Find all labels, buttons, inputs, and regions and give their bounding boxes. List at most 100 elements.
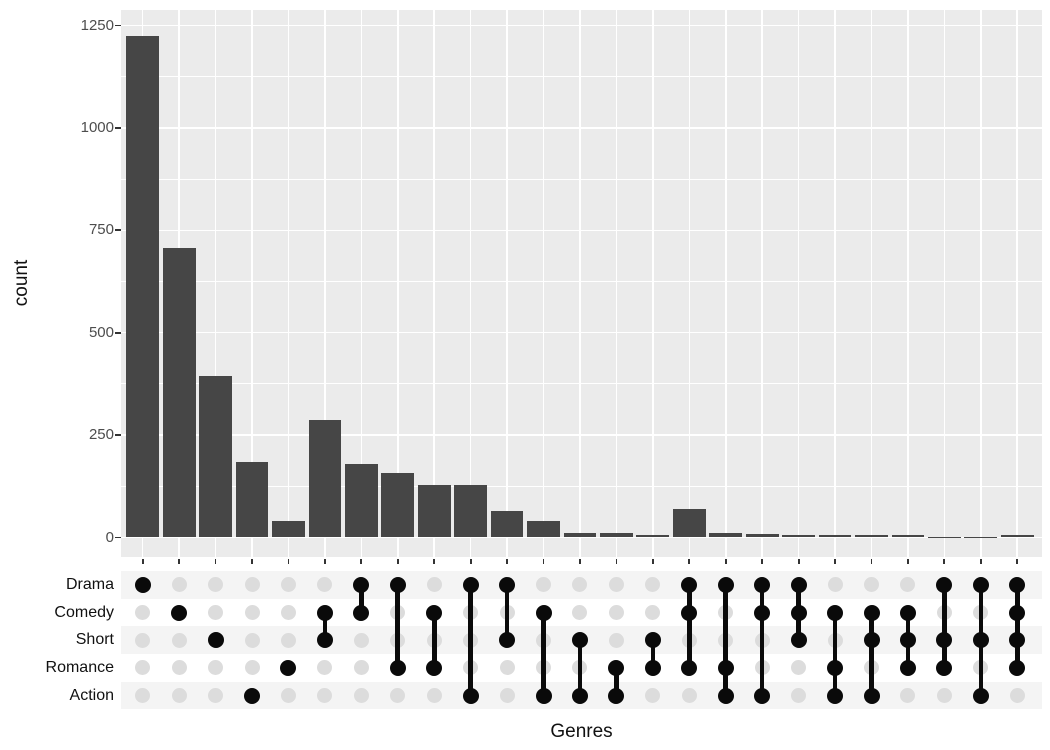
matrix-dot-filled: [681, 659, 698, 676]
matrix-dot-filled: [316, 632, 333, 649]
intersection-bar: [818, 534, 852, 538]
x-tick-mark: [469, 558, 472, 564]
matrix-dot-empty: [317, 688, 333, 704]
matrix-dot-empty: [244, 577, 260, 593]
grid-major-v: [214, 10, 217, 557]
matrix-dot-empty: [645, 605, 661, 621]
matrix-connector-line: [942, 584, 947, 668]
y-tick-mark: [115, 434, 121, 436]
grid-major-v: [287, 10, 290, 557]
intersection-bar: [199, 376, 232, 538]
set-label-short: Short: [75, 631, 114, 649]
set-label-action: Action: [69, 686, 114, 704]
intersection-bar: [927, 536, 961, 538]
matrix-connector-line: [395, 584, 401, 668]
matrix-dot-filled: [608, 659, 625, 676]
matrix-dot-empty: [791, 660, 807, 676]
x-tick-mark: [214, 558, 217, 564]
grid-major-h: [121, 127, 1042, 129]
matrix-dot-filled: [571, 687, 588, 704]
matrix-dot-empty: [280, 605, 296, 621]
matrix-connector-line: [723, 584, 729, 696]
x-tick-mark: [141, 558, 144, 564]
y-tick-mark: [115, 229, 121, 232]
matrix-dot-empty: [135, 660, 151, 676]
intersection-bar: [855, 535, 888, 538]
matrix-dot-filled: [754, 576, 771, 593]
matrix-dot-filled: [1009, 659, 1026, 676]
matrix-connector-line: [614, 667, 619, 696]
matrix-dot-empty: [791, 688, 807, 704]
grid-major-v: [980, 10, 982, 557]
x-tick-mark: [724, 558, 727, 564]
matrix-dot-filled: [827, 604, 844, 621]
set-label-drama: Drama: [65, 575, 114, 593]
intersection-bar: [709, 532, 743, 538]
matrix-dot-filled: [899, 659, 916, 676]
matrix-dot-filled: [353, 604, 370, 621]
grid-major-h: [121, 229, 1042, 232]
set-label-comedy: Comedy: [54, 603, 114, 621]
matrix-dot-filled: [316, 604, 333, 621]
grid-major-v: [797, 10, 800, 557]
grid-minor-h: [121, 281, 1042, 282]
matrix-dot-filled: [499, 576, 516, 593]
grid-major-v: [506, 10, 508, 557]
x-tick-mark: [979, 558, 982, 564]
matrix-dot-empty: [499, 688, 515, 704]
matrix-dot-filled: [644, 659, 661, 676]
intersection-bar: [527, 521, 560, 538]
intersection-bar: [381, 473, 415, 538]
matrix-dot-filled: [790, 604, 807, 621]
matrix-connector-line: [468, 584, 473, 696]
y-tick-label: 500: [88, 323, 114, 341]
matrix-dot-filled: [535, 604, 552, 621]
matrix-connector-line: [359, 584, 364, 613]
matrix-dot-empty: [608, 632, 624, 648]
matrix-dot-empty: [317, 577, 333, 593]
matrix-dot-empty: [171, 660, 187, 676]
matrix-dot-filled: [972, 687, 989, 704]
grid-major-v: [360, 10, 363, 557]
matrix-connector-line: [577, 640, 583, 696]
y-tick-label: 1000: [80, 118, 114, 136]
matrix-connector-line: [759, 584, 765, 696]
y-tick-label: 250: [88, 426, 114, 444]
bar-chart-panel: [121, 10, 1042, 557]
intersection-bar: [636, 535, 670, 538]
matrix-dot-filled: [134, 576, 151, 593]
matrix-dot-empty: [135, 632, 151, 648]
intersection-bar: [490, 510, 524, 538]
grid-major-h: [121, 434, 1042, 436]
matrix-dot-filled: [754, 604, 771, 621]
matrix-dot-filled: [389, 576, 406, 593]
matrix-dot-filled: [717, 687, 734, 704]
matrix-dot-filled: [644, 632, 661, 649]
matrix-dot-filled: [207, 632, 224, 649]
intersection-bar: [126, 35, 160, 538]
x-tick-mark: [178, 558, 181, 564]
intersection-bar: [417, 485, 451, 538]
matrix-dot-filled: [717, 659, 734, 676]
matrix-dot-empty: [135, 605, 151, 621]
intersection-bar: [308, 419, 342, 538]
matrix-dot-empty: [681, 688, 697, 704]
grid-major-v: [251, 10, 253, 557]
matrix-dot-empty: [900, 688, 916, 704]
grid-major-v: [615, 10, 618, 557]
x-tick-mark: [360, 558, 363, 564]
matrix-dot-filled: [535, 687, 552, 704]
grid-major-h: [121, 331, 1042, 334]
matrix-dot-filled: [462, 576, 479, 593]
matrix-dot-empty: [171, 688, 187, 704]
matrix-connector-line: [322, 612, 328, 641]
matrix-dot-filled: [899, 604, 916, 621]
matrix-dot-empty: [390, 688, 406, 704]
matrix-dot-filled: [171, 604, 188, 621]
y-tick-mark: [115, 536, 121, 539]
x-tick-mark: [761, 558, 764, 564]
x-tick-mark: [834, 558, 836, 564]
matrix-dot-empty: [353, 660, 369, 676]
matrix-dot-filled: [608, 687, 625, 704]
